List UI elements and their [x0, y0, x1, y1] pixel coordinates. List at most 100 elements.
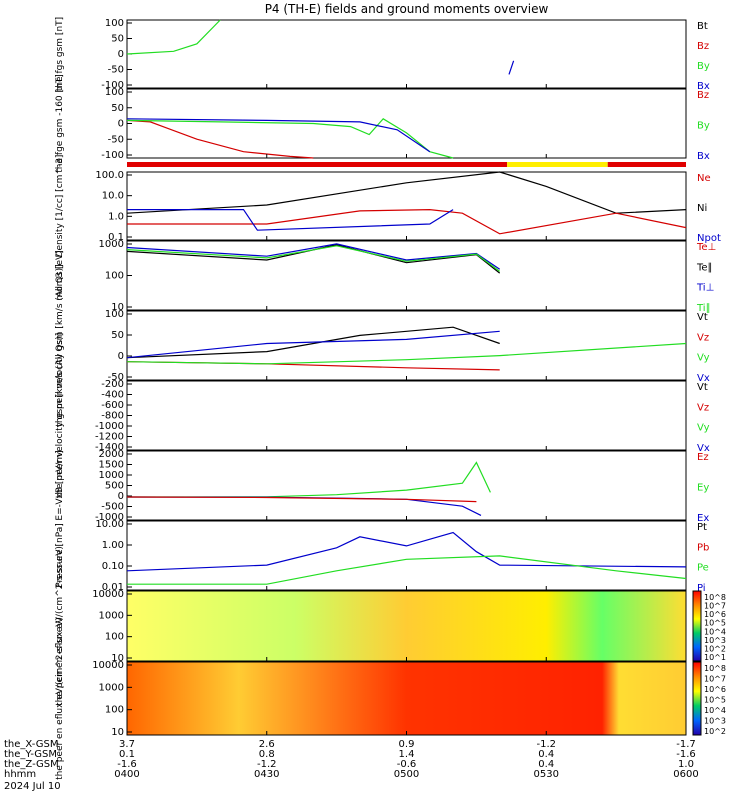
series-line-Ni: [126, 171, 687, 214]
time-axis-value: -1.6: [117, 759, 137, 770]
y-axis-label: Pressure [nPa]: [55, 523, 65, 588]
series-line-Npot: [127, 209, 454, 231]
colorbar: [692, 661, 702, 736]
colorbar-tick: 10^4: [704, 627, 726, 636]
y-tick-label: -50: [108, 372, 124, 383]
y-tick-label: 100: [105, 18, 124, 29]
y-axis-label: E=-VxB [mV/m]: [55, 450, 65, 520]
legend-entry: Pi: [697, 583, 706, 594]
series-line-Te∥: [126, 244, 501, 274]
y-tick-label: 0.01: [102, 582, 124, 593]
time-axis-value: 0.9: [399, 739, 415, 750]
series-line-Ti⊥: [126, 243, 501, 270]
y-tick-label: 500: [105, 481, 124, 492]
time-axis-value: -1.2: [257, 759, 277, 770]
y-tick-label: 10000: [92, 589, 124, 600]
y-tick-label: -500: [101, 502, 124, 513]
series-line-Vt: [126, 326, 500, 359]
colorbar-tick: 10^5: [704, 619, 726, 628]
y-tick-label: -50: [108, 134, 124, 145]
y-axis-label: the peer velocity gsm [km/s (All Qs)]: [55, 333, 65, 498]
legend-entry: Ni: [697, 203, 707, 214]
y-tick-label: 100: [105, 632, 124, 643]
colorbar-tick: 10^3: [704, 636, 726, 645]
legend-entry: Ex: [697, 513, 709, 524]
series-line-By: [126, 19, 221, 55]
time-axis-value: 1.0: [678, 759, 694, 770]
y-tick-label: 1000: [99, 239, 124, 250]
legend-entry: Vz: [697, 332, 709, 343]
time-axis-value: 0430: [254, 769, 279, 780]
legend-entry: Pt: [697, 522, 707, 533]
legend-entry: Vy: [697, 423, 710, 434]
legend-entry: Vt: [697, 312, 708, 323]
series-line-Ey: [126, 461, 491, 498]
y-tick-label: 0: [118, 351, 124, 362]
colorbar-tick: 10^2: [704, 644, 726, 653]
legend-entry: Ti⊥: [696, 283, 714, 294]
time-axis-value: 0400: [114, 769, 139, 780]
y-tick-label: 0: [118, 119, 124, 130]
y-tick-label: 1000: [99, 610, 124, 621]
spectrogram: [127, 662, 686, 735]
y-axis-label: the peir en eflux eV/(cm^2-s-sr-eV): [55, 546, 65, 706]
y-tick-label: 10: [111, 653, 124, 664]
series-line-Bx: [126, 118, 431, 153]
time-axis-value: 0500: [394, 769, 419, 780]
y-tick-label: 1000: [99, 682, 124, 693]
y-tick-label: -1400: [95, 442, 124, 453]
panel-10: [126, 661, 702, 736]
colorbar-tick: 10^6: [704, 610, 726, 619]
legend-entry: Bz: [697, 90, 709, 101]
colorbar-tick: 10^6: [704, 685, 726, 694]
y-tick-label: 2000: [99, 449, 124, 460]
plot-title: P4 (TH-E) fields and ground moments over…: [265, 2, 549, 16]
panel-9: [126, 590, 702, 662]
legend-entry: Bz: [697, 41, 709, 52]
series-line-Vy: [126, 342, 687, 365]
time-axis-value: 0530: [534, 769, 559, 780]
time-axis-value: -0.6: [397, 759, 417, 770]
colorbar-tick: 10^5: [704, 696, 726, 705]
legend-entry: Ey: [697, 483, 709, 494]
panel-6: [126, 380, 687, 451]
legend-entry: Bx: [697, 81, 710, 92]
panel-8: [126, 520, 687, 591]
y-tick-label: -200: [101, 379, 124, 390]
legend-entry: Ti∥: [696, 303, 711, 314]
y-tick-label: -50: [108, 65, 124, 76]
y-tick-label: -100: [101, 150, 124, 161]
mode-bar-segment: [607, 162, 686, 167]
time-axis-value: 0.4: [538, 759, 554, 770]
y-tick-label: 10: [111, 302, 124, 313]
time-axis-value: -1.6: [676, 749, 696, 760]
colorbar: [692, 590, 702, 662]
y-axis-label: the fgs gsm [nT]: [55, 17, 65, 91]
panel-5: [126, 310, 687, 381]
series-line-Bz: [126, 119, 314, 159]
panel-2: [126, 88, 687, 159]
time-axis-value: 0.8: [259, 749, 275, 760]
y-tick-label: 10: [111, 727, 124, 738]
y-tick-label: 100: [105, 705, 124, 716]
legend-entry: Vz: [697, 402, 709, 413]
legend-entry: Pb: [697, 542, 709, 553]
series-line-Bx: [508, 60, 515, 75]
legend-entry: Ne: [697, 173, 711, 184]
time-axis-value: 0.1: [119, 749, 135, 760]
y-tick-label: 1.0: [108, 211, 124, 222]
colorbar-tick: 10^2: [704, 727, 726, 736]
y-tick-label: -100: [101, 80, 124, 91]
y-tick-label: 0: [118, 491, 124, 502]
mode-bar-segment: [507, 162, 608, 167]
series-line-By: [126, 118, 454, 159]
time-axis-row-label: the_Z-GSM: [4, 759, 59, 770]
y-axis-label: Density [1/cc] [cm^-3]: [55, 155, 65, 258]
legend-entry: By: [697, 121, 710, 132]
y-axis-label: mom3 [eV]: [55, 250, 65, 300]
legend-entry: Bx: [697, 151, 710, 162]
y-tick-label: 100: [105, 309, 124, 320]
legend-entry: Npot: [697, 233, 721, 244]
legend-entry: Vx: [697, 443, 710, 454]
time-axis-value: -1.7: [676, 739, 696, 750]
